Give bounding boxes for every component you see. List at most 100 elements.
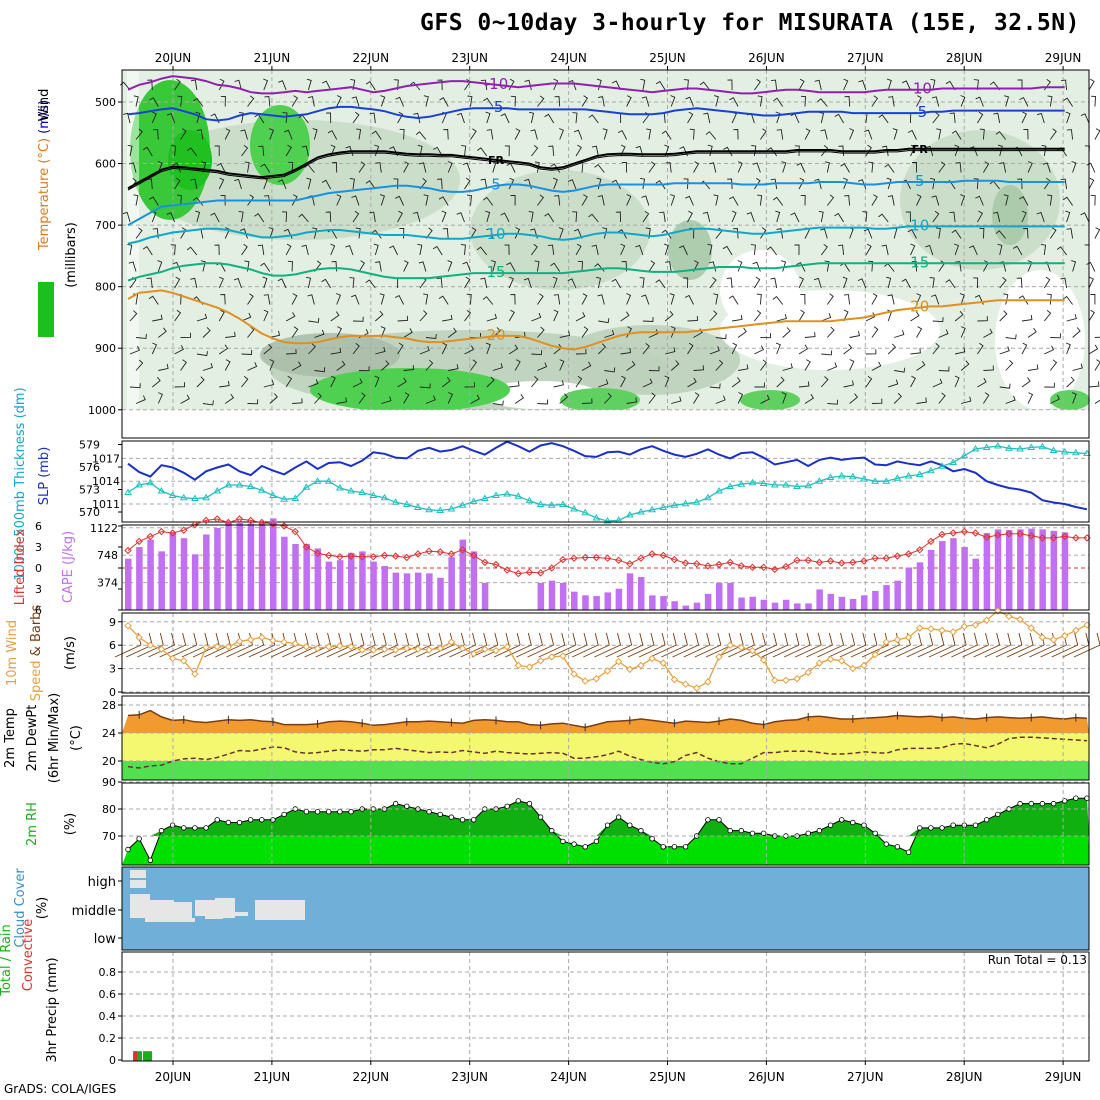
wind-barb [804, 359, 811, 371]
freezing-level-outline [127, 150, 1065, 191]
wind-barb [282, 112, 288, 124]
wind10m-barb [761, 644, 788, 658]
rh-colorbar [38, 282, 54, 337]
wind-speed-marker [168, 654, 177, 663]
wind-speed-marker [369, 646, 378, 654]
wind-barb [938, 161, 946, 173]
wind-barb [766, 246, 778, 256]
cape-tick-label: 748 [97, 549, 118, 562]
lifted-index-marker [681, 559, 690, 567]
wind-barb [483, 97, 494, 107]
wind-barb [887, 195, 895, 206]
wind-barb [180, 359, 187, 371]
wind-barb [824, 161, 830, 173]
wind-barb [135, 359, 144, 371]
wind10m-barb-flag [717, 632, 722, 646]
wind-barb [174, 78, 181, 91]
cape-bar [258, 522, 266, 610]
wind-barb [648, 161, 656, 173]
wind-barb [285, 144, 292, 157]
wind-barb [241, 312, 252, 322]
wind-barb [1027, 327, 1037, 338]
wind-barb [470, 394, 480, 404]
wind-barb [1019, 96, 1029, 107]
wind-barb [910, 348, 921, 355]
wind-barb [510, 195, 516, 206]
wind-barb [820, 129, 828, 140]
wind10m-barb-flag [1029, 632, 1034, 646]
thickness-marker [938, 462, 946, 469]
lifted-index-marker [135, 537, 143, 546]
lifted-index-marker [291, 527, 299, 536]
wind-barb [239, 228, 248, 239]
wind-barb [849, 128, 855, 140]
cape-bar [760, 599, 768, 610]
wind-barb [687, 342, 694, 355]
wind10m-barb-flag [773, 632, 778, 646]
date-label-top: 21JUN [254, 51, 291, 65]
wind-barb [1017, 178, 1023, 190]
rh-marker [928, 825, 934, 831]
cape-bar [459, 539, 467, 610]
pressure-tick-label: 800 [95, 281, 116, 294]
wind10m-barb [850, 644, 878, 658]
wind-barb [882, 145, 889, 157]
rh-marker [615, 814, 622, 820]
wind-barb [602, 227, 608, 239]
wind-barb [954, 144, 960, 157]
wind-barb [336, 194, 342, 206]
precip-tick-label: 0.2 [99, 1032, 117, 1045]
wind-speed-marker [904, 633, 913, 642]
wind10m-barb [538, 644, 565, 658]
wind-barb [999, 310, 1008, 322]
wind-barb [648, 392, 656, 404]
wind10m-barb-flag [483, 632, 488, 646]
wind-barb [655, 80, 666, 91]
precip-tick-label: 0.6 [99, 988, 117, 1001]
svg-text:CAPE (J/kg): CAPE (J/kg) [61, 531, 76, 603]
wind-barb [312, 227, 318, 239]
wind-barb [886, 78, 892, 91]
wind10m-barb [516, 644, 543, 658]
wind-speed-marker [503, 643, 511, 651]
cape-bar [448, 557, 455, 610]
wind-barb [225, 331, 236, 338]
wind-barb [177, 95, 183, 107]
lifted-index-marker [815, 558, 824, 567]
thickness-marker [815, 477, 824, 484]
wind-barb [218, 78, 225, 91]
wind-barb [727, 79, 733, 91]
wind-barb [1019, 196, 1029, 206]
wind-barb [826, 326, 835, 338]
wind-barb [135, 333, 147, 339]
precip-total-bar [133, 1051, 142, 1061]
wind-barb [709, 310, 718, 322]
lifted-index-marker [191, 520, 199, 529]
wind-barb [308, 343, 316, 355]
wind-barb [1021, 111, 1028, 124]
wind-barb [1090, 194, 1096, 206]
run-total-label: Run Total = 0.13 [988, 953, 1087, 967]
wind-barb [770, 79, 778, 91]
wind-barb [642, 316, 654, 322]
wind-barb [646, 128, 652, 140]
thickness-marker [536, 500, 545, 507]
wind-barb [999, 383, 1011, 389]
wind-barb [733, 129, 739, 140]
wind-barb [301, 145, 309, 157]
thickness-marker [257, 486, 266, 493]
wind-barb [750, 244, 756, 256]
wind-barb [254, 213, 265, 223]
rh-marker [671, 844, 678, 850]
rh-shade-region [668, 220, 712, 280]
wind-speed-marker [1027, 624, 1035, 632]
wind-barb [871, 95, 879, 107]
wind-barb [960, 194, 966, 206]
wind10m-barb [493, 644, 521, 658]
lifted-index-marker [592, 553, 601, 562]
wind-speed-marker [258, 633, 266, 642]
wind-barb [358, 366, 370, 372]
rh-marker [225, 819, 232, 826]
wind-barb [482, 196, 494, 206]
wind-barb [1049, 128, 1057, 140]
